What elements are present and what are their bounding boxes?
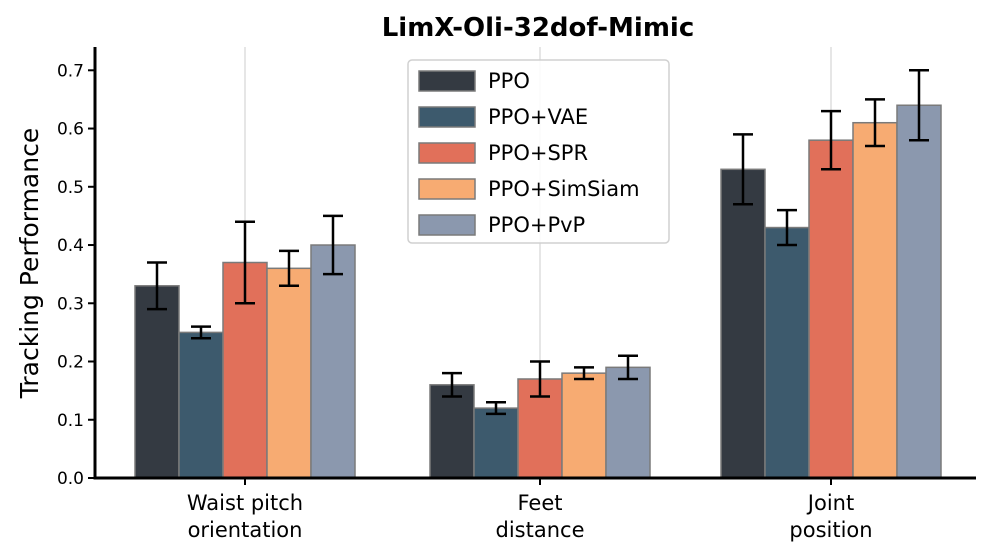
x-tick-label-2-1: position bbox=[789, 518, 872, 542]
legend-swatch-2 bbox=[418, 142, 476, 164]
error-bar-2-1 bbox=[530, 360, 550, 398]
y-tick-label-3: 0.3 bbox=[57, 294, 84, 314]
legend-label-1: PPO+VAE bbox=[488, 105, 588, 129]
legend-label-3: PPO+SimSiam bbox=[488, 177, 640, 201]
y-tick-label-7: 0.7 bbox=[57, 61, 84, 81]
legend: PPO PPO+VAE PPO+SPR PPO+SimSiam PPO+PvP bbox=[407, 59, 670, 244]
y-tick-label-2: 0.2 bbox=[57, 353, 84, 373]
bar-ppo-1 bbox=[429, 384, 475, 479]
y-tick-label-4: 0.4 bbox=[57, 236, 84, 256]
legend-swatch-0 bbox=[418, 70, 476, 92]
bar-ppo-spr-2 bbox=[808, 139, 854, 479]
x-tick-label-2-0: Joint bbox=[806, 491, 854, 515]
x-tick-label-0-1: orientation bbox=[188, 518, 303, 542]
legend-label-4: PPO+PvP bbox=[488, 213, 585, 237]
error-bar-2-0 bbox=[235, 220, 255, 305]
error-bar-2-2 bbox=[821, 109, 841, 171]
x-tick-label-1-0: Feet bbox=[517, 491, 562, 515]
axes: 0.0 0.1 0.2 0.3 0.4 0.5 0.6 0.7 Waist pitch orien… bbox=[57, 47, 976, 542]
bar-ppo-vae-2 bbox=[764, 226, 810, 479]
bar-ppo-2 bbox=[720, 168, 766, 479]
error-bar-0-2 bbox=[733, 133, 753, 206]
error-bars bbox=[147, 69, 929, 416]
legend-label-0: PPO bbox=[488, 69, 530, 93]
y-tick-label-0: 0.0 bbox=[57, 469, 84, 489]
bar-ppo-pvp-1 bbox=[605, 366, 651, 479]
error-bar-3-2 bbox=[865, 98, 885, 148]
chart-title: LimX-Oli-32dof-Mimic bbox=[382, 13, 695, 43]
error-bar-4-2 bbox=[909, 69, 929, 142]
bar-ppo-simsiam-0 bbox=[266, 267, 312, 479]
y-tick-label-1: 0.1 bbox=[57, 411, 84, 431]
error-bar-1-2 bbox=[777, 208, 797, 247]
legend-swatch-4 bbox=[418, 214, 476, 236]
bar-ppo-simsiam-2 bbox=[852, 121, 898, 479]
bar-ppo-pvp-0 bbox=[310, 244, 356, 479]
legend-swatch-3 bbox=[418, 178, 476, 200]
error-bar-0-0 bbox=[147, 261, 167, 311]
error-bar-1-0 bbox=[191, 325, 211, 340]
error-bar-4-1 bbox=[618, 354, 638, 381]
error-bar-3-1 bbox=[574, 366, 594, 381]
y-axis-label: Tracking Performance bbox=[15, 128, 44, 399]
bar-ppo-simsiam-1 bbox=[561, 372, 607, 479]
bar-ppo-vae-0 bbox=[178, 331, 224, 479]
error-bar-0-1 bbox=[442, 371, 462, 398]
bar-ppo-pvp-2 bbox=[896, 104, 942, 479]
x-tick-label-1-1: distance bbox=[496, 518, 585, 542]
y-tick-label-6: 0.6 bbox=[57, 120, 84, 140]
bar-ppo-0 bbox=[134, 285, 180, 479]
error-bar-3-0 bbox=[279, 249, 299, 288]
bars bbox=[134, 104, 942, 479]
bar-ppo-vae-1 bbox=[473, 407, 519, 479]
x-tick-label-0-0: Waist pitch bbox=[187, 491, 303, 515]
legend-swatch-1 bbox=[418, 106, 476, 128]
error-bar-4-0 bbox=[323, 214, 343, 276]
legend-label-2: PPO+SPR bbox=[488, 141, 588, 165]
error-bar-1-1 bbox=[486, 401, 506, 416]
y-tick-label-5: 0.5 bbox=[57, 178, 84, 198]
